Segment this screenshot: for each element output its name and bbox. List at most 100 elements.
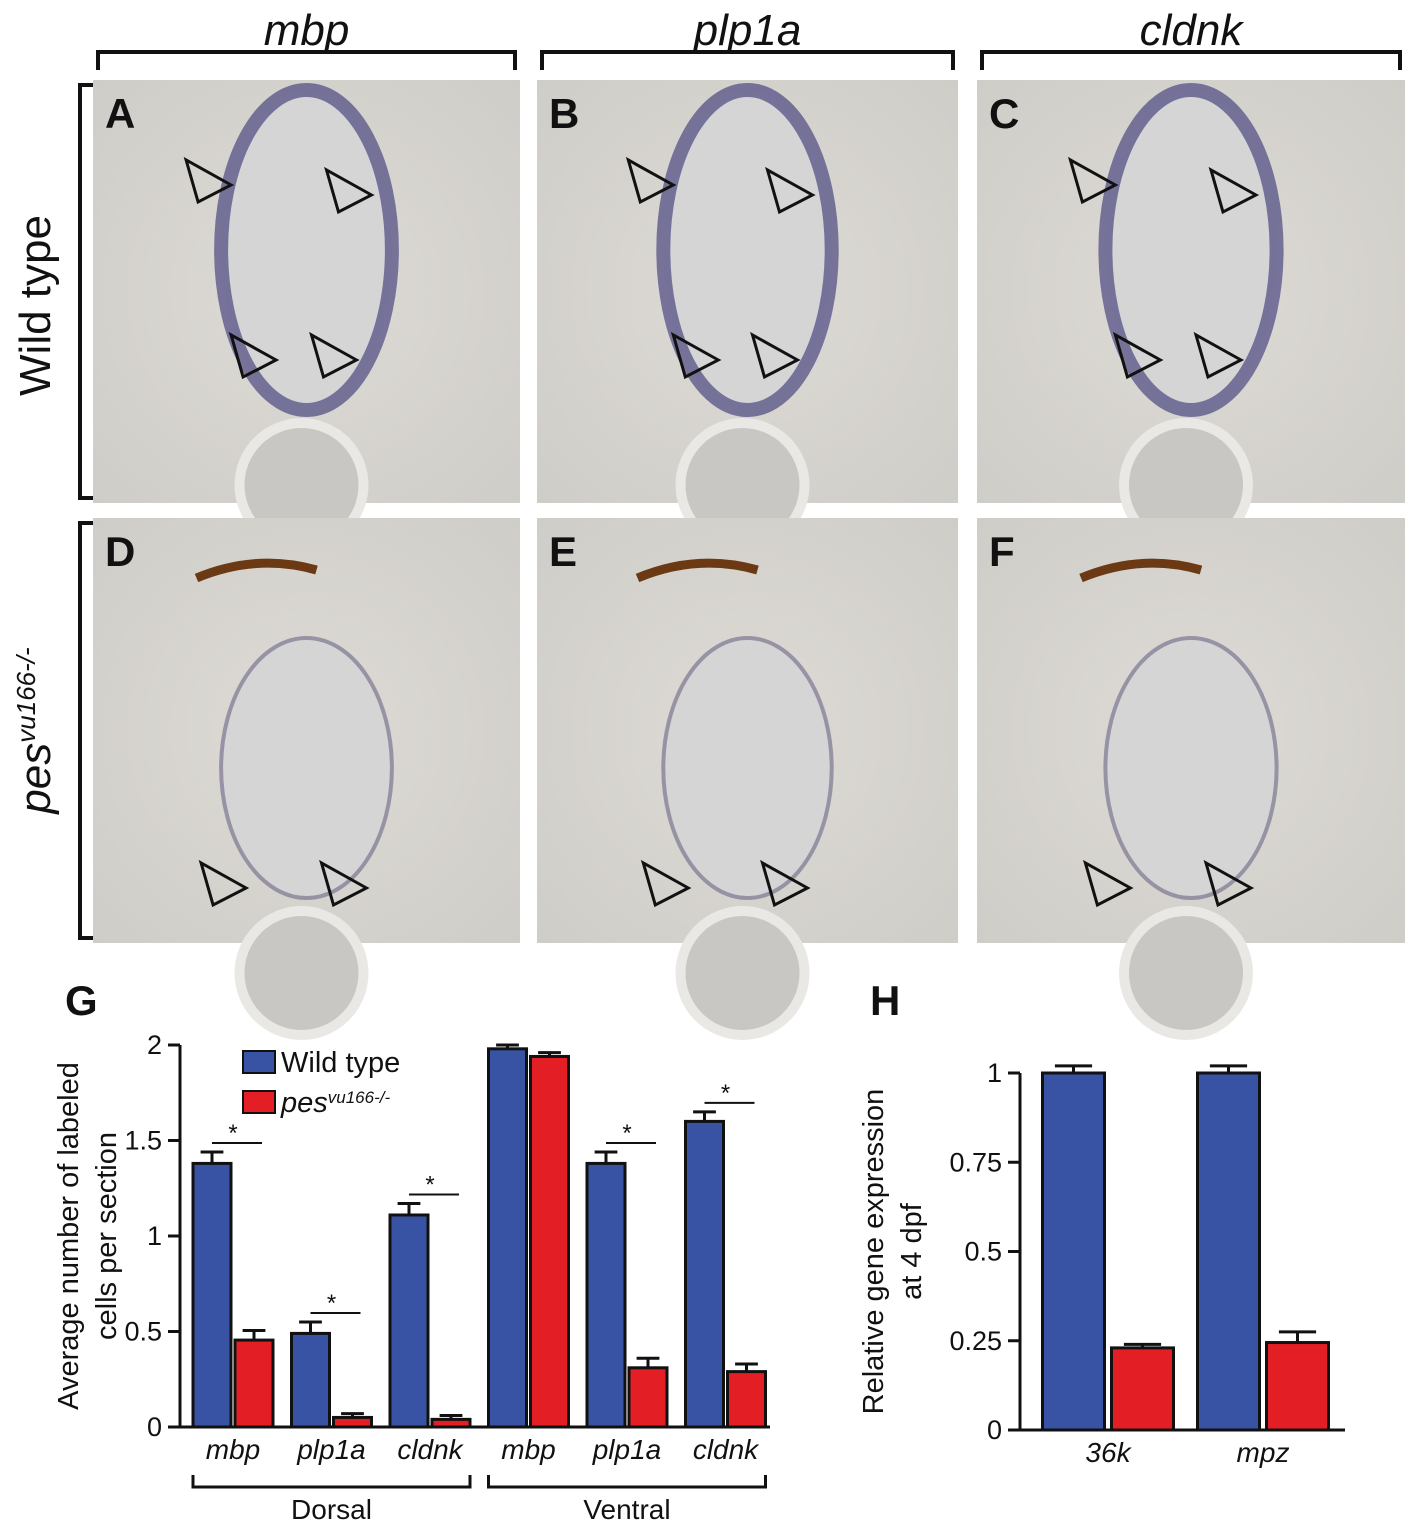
legend-label-base: pes	[280, 1087, 328, 1119]
notochord	[675, 906, 810, 1040]
group-bracket	[191, 1475, 472, 1489]
panel-letter: A	[105, 90, 135, 137]
row-bracket	[78, 521, 95, 940]
row-label-superscript: vu166-/-	[11, 647, 41, 743]
arrowhead	[765, 166, 816, 215]
bar	[627, 1366, 669, 1429]
x-tick-label: mpz	[1237, 1437, 1290, 1468]
bar	[1196, 1071, 1261, 1432]
arrowhead	[670, 331, 722, 380]
panel-letter: B	[549, 90, 579, 137]
bar	[233, 1338, 275, 1429]
legend-label: Wild type	[281, 1047, 400, 1079]
y-tick-label: 0.5	[964, 1237, 1002, 1267]
arrowhead	[760, 859, 811, 908]
column-header: plp1a	[692, 6, 802, 55]
x-tick-label: plp1a	[296, 1434, 366, 1465]
column-header: cldnk	[1140, 6, 1245, 55]
error-bar	[242, 1329, 266, 1341]
bar	[529, 1054, 570, 1429]
column-bracket	[96, 50, 517, 70]
spinal-cord	[219, 636, 394, 900]
panel-label: G	[65, 977, 98, 1024]
y-tick-label: 0.75	[949, 1147, 1002, 1177]
pigment	[635, 558, 759, 583]
bar	[290, 1331, 331, 1429]
bar	[1265, 1341, 1330, 1432]
arrowhead	[183, 156, 235, 205]
significance-label: *	[327, 1290, 336, 1317]
arrowhead	[750, 331, 801, 380]
y-tick-label: 2	[147, 1030, 162, 1060]
y-axis-label: cells per section	[91, 1132, 123, 1340]
error-bar	[200, 1150, 224, 1164]
y-tick-label: 0.25	[949, 1326, 1002, 1356]
panel-letter: C	[989, 90, 1019, 137]
arrowhead	[1208, 166, 1260, 215]
bar	[1041, 1071, 1106, 1432]
spinal-cord	[1103, 636, 1279, 900]
significance-label: *	[228, 1120, 237, 1147]
bar	[726, 1370, 767, 1429]
row-label-base: pes	[11, 743, 60, 816]
spinal-cord	[661, 636, 834, 900]
y-tick-label: 1.5	[124, 1126, 162, 1156]
panel-letter: F	[989, 528, 1015, 575]
panel-letter: D	[105, 528, 135, 575]
y-tick-label: 1	[987, 1058, 1002, 1088]
x-tick-label: cldnk	[693, 1434, 760, 1465]
x-tick-label: 36k	[1085, 1437, 1132, 1468]
y-tick-label: 0	[987, 1415, 1002, 1445]
spinal-cord	[656, 83, 839, 417]
column-bracket	[980, 50, 1402, 70]
y-tick-label: 1	[147, 1221, 162, 1251]
legend-label: pesvu166-/-	[280, 1087, 390, 1119]
notochord	[234, 906, 369, 1040]
error-bar	[594, 1150, 618, 1164]
error-bar	[397, 1202, 421, 1215]
legend-swatch	[242, 1090, 276, 1114]
spinal-cord	[1098, 83, 1284, 417]
arrowhead	[198, 859, 250, 908]
pigment	[194, 558, 318, 583]
arrowhead	[1067, 156, 1119, 205]
panel-letter: E	[549, 528, 577, 575]
y-axis-label: at 4 dpf	[896, 1202, 928, 1300]
y-axis-label: Relative gene expression	[858, 1089, 890, 1415]
error-bar	[636, 1356, 660, 1368]
column-header: mbp	[264, 6, 350, 55]
bar	[388, 1213, 430, 1429]
legend-label-superscript: vu166-/-	[328, 1088, 391, 1107]
group-label: Ventral	[583, 1494, 670, 1525]
arrowhead	[640, 859, 692, 908]
group-bracket	[487, 1475, 767, 1489]
panel-label: H	[870, 977, 900, 1024]
row-label: Wild type	[11, 215, 60, 396]
arrowhead	[309, 331, 360, 380]
significance-label: *	[622, 1120, 631, 1147]
legend-swatch	[242, 1050, 276, 1074]
bar	[430, 1417, 472, 1429]
y-axis-label: Average number of labeled	[53, 1062, 85, 1410]
row-bracket	[78, 83, 95, 500]
row-label: pesvu166-/-	[11, 647, 60, 816]
bar	[1110, 1346, 1175, 1432]
arrowhead	[625, 156, 677, 205]
arrowhead	[228, 331, 280, 380]
arrowhead	[1082, 859, 1134, 908]
significance-label: *	[721, 1080, 730, 1107]
y-tick-label: 0	[147, 1412, 162, 1442]
x-tick-label: cldnk	[397, 1434, 464, 1465]
arrowhead	[1203, 859, 1255, 908]
pigment	[1079, 558, 1203, 583]
y-tick-label: 0.5	[124, 1317, 162, 1347]
arrowhead	[1193, 331, 1245, 380]
group-label: Dorsal	[291, 1494, 372, 1525]
error-bar	[1278, 1330, 1317, 1343]
error-bar	[693, 1110, 716, 1122]
bar	[585, 1161, 627, 1429]
x-tick-label: mbp	[501, 1434, 555, 1465]
error-bar	[299, 1320, 322, 1334]
arrowhead	[324, 166, 375, 215]
